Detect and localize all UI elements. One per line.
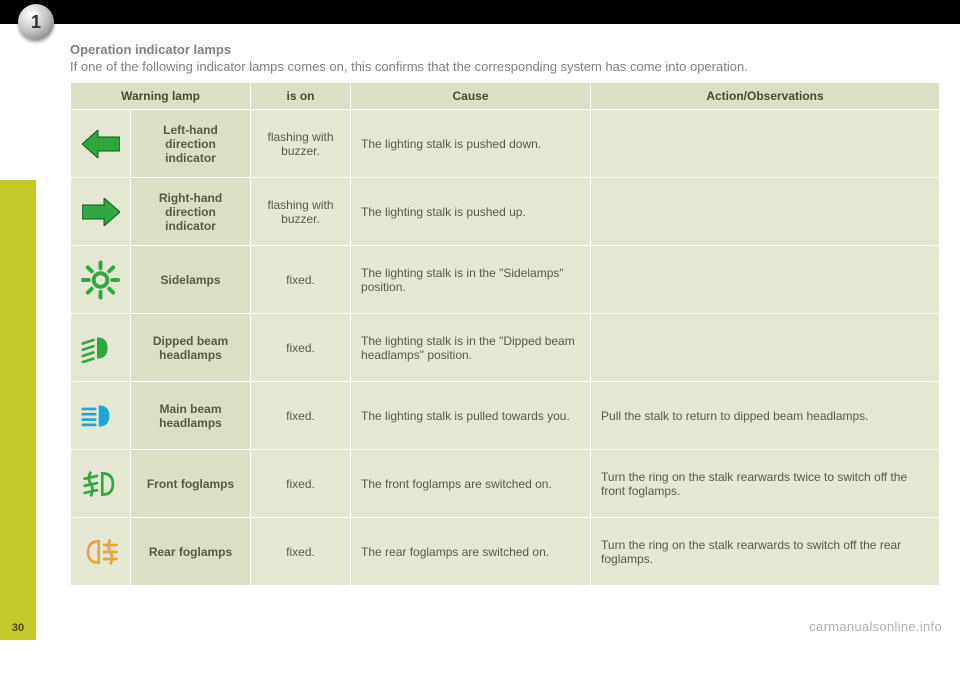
- th-action: Action/Observations: [591, 83, 940, 110]
- right-arrow-icon: [71, 178, 131, 246]
- lamp-action: [591, 314, 940, 382]
- th-cause: Cause: [351, 83, 591, 110]
- table-row: Dipped beam headlampsfixed.The lighting …: [71, 314, 940, 382]
- lamp-name: Sidelamps: [131, 246, 251, 314]
- page-number: 30: [0, 616, 36, 640]
- side-label: INSTRUMENTS and CONTROLS: [0, 420, 3, 690]
- lamp-cause: The lighting stalk is in the "Sidelamps"…: [351, 246, 591, 314]
- intro-title: Operation indicator lamps: [70, 42, 940, 57]
- lamp-is-on: fixed.: [251, 518, 351, 586]
- side-tab: [0, 180, 36, 640]
- lamp-name: Front foglamps: [131, 450, 251, 518]
- top-bar: [0, 0, 960, 24]
- lamp-action: [591, 110, 940, 178]
- left-arrow-icon: [71, 110, 131, 178]
- chapter-badge: 1: [18, 4, 54, 40]
- table-row: Rear foglampsfixed.The rear foglamps are…: [71, 518, 940, 586]
- main-beam-icon: [71, 382, 131, 450]
- lamp-cause: The lighting stalk is pulled towards you…: [351, 382, 591, 450]
- intro-text: If one of the following indicator lamps …: [70, 59, 940, 74]
- th-is-on: is on: [251, 83, 351, 110]
- warning-lamp-table: Warning lamp is on Cause Action/Observat…: [70, 82, 940, 586]
- lamp-name: Left-hand direction indicator: [131, 110, 251, 178]
- table-header-row: Warning lamp is on Cause Action/Observat…: [71, 83, 940, 110]
- lamp-name: Right-hand direction indicator: [131, 178, 251, 246]
- lamp-is-on: flashing with buzzer.: [251, 178, 351, 246]
- lamp-action: [591, 178, 940, 246]
- sidelamps-icon: [71, 246, 131, 314]
- dipped-beam-icon: [71, 314, 131, 382]
- lamp-is-on: fixed.: [251, 450, 351, 518]
- lamp-cause: The lighting stalk is in the "Dipped bea…: [351, 314, 591, 382]
- table-row: Right-hand direction indicatorflashing w…: [71, 178, 940, 246]
- watermark: carmanualsonline.info: [809, 619, 942, 634]
- table-row: Sidelampsfixed.The lighting stalk is in …: [71, 246, 940, 314]
- lamp-action: Turn the ring on the stalk rearwards to …: [591, 518, 940, 586]
- lamp-action: Pull the stalk to return to dipped beam …: [591, 382, 940, 450]
- lamp-is-on: fixed.: [251, 382, 351, 450]
- lamp-cause: The rear foglamps are switched on.: [351, 518, 591, 586]
- lamp-action: Turn the ring on the stalk rearwards twi…: [591, 450, 940, 518]
- lamp-name: Main beam headlamps: [131, 382, 251, 450]
- table-row: Front foglampsfixed.The front foglamps a…: [71, 450, 940, 518]
- table-row: Left-hand direction indicatorflashing wi…: [71, 110, 940, 178]
- front-fog-icon: [71, 450, 131, 518]
- content-area: Operation indicator lamps If one of the …: [70, 42, 940, 586]
- lamp-cause: The front foglamps are switched on.: [351, 450, 591, 518]
- lamp-is-on: fixed.: [251, 314, 351, 382]
- rear-fog-icon: [71, 518, 131, 586]
- lamp-cause: The lighting stalk is pushed down.: [351, 110, 591, 178]
- lamp-action: [591, 246, 940, 314]
- lamp-is-on: flashing with buzzer.: [251, 110, 351, 178]
- lamp-is-on: fixed.: [251, 246, 351, 314]
- table-row: Main beam headlampsfixed.The lighting st…: [71, 382, 940, 450]
- lamp-name: Rear foglamps: [131, 518, 251, 586]
- th-warning-lamp: Warning lamp: [71, 83, 251, 110]
- lamp-name: Dipped beam headlamps: [131, 314, 251, 382]
- lamp-cause: The lighting stalk is pushed up.: [351, 178, 591, 246]
